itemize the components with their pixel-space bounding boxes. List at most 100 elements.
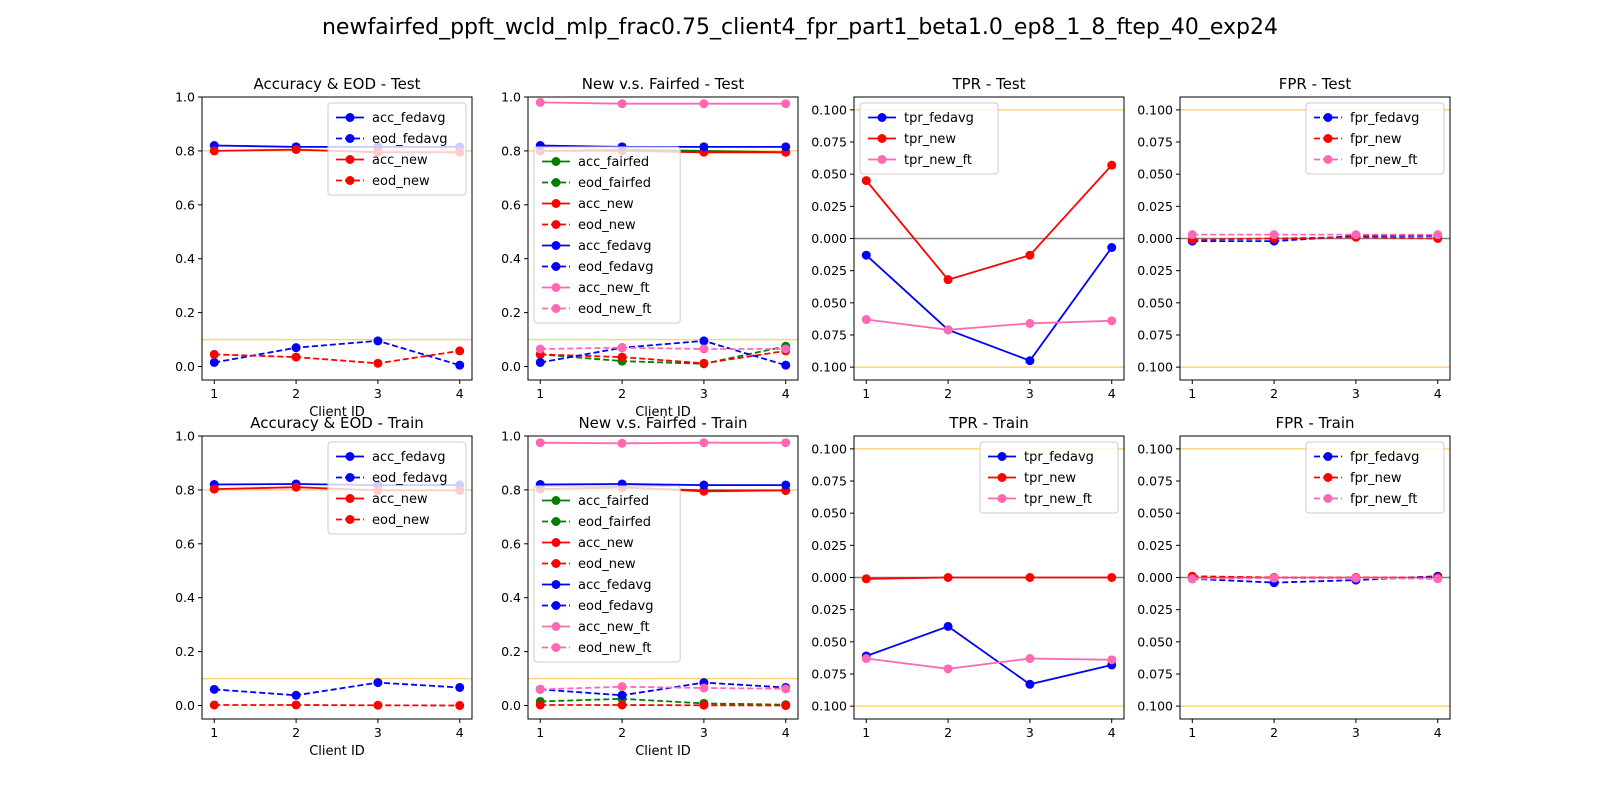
legend-entry-fpr_new: fpr_new <box>1350 132 1402 147</box>
x-tick-label: 3 <box>374 725 382 740</box>
legend-swatch-marker <box>1323 473 1333 482</box>
data-point <box>291 145 301 155</box>
y-tick-label: 0.025 <box>1137 602 1173 617</box>
series-line-acc_new_ft <box>540 441 786 445</box>
data-point <box>781 438 791 448</box>
data-point <box>943 325 953 335</box>
data-point <box>943 664 953 674</box>
y-tick-label: 0.050 <box>811 295 847 310</box>
y-tick-label: 0.075 <box>1137 327 1173 342</box>
x-axis-label: Client ID <box>635 744 691 759</box>
legend-entry-fpr_new: fpr_new <box>1350 471 1402 486</box>
data-point <box>1107 243 1117 253</box>
y-tick-label: 0.000 <box>811 231 847 246</box>
data-point <box>535 357 545 367</box>
legend-swatch-marker <box>551 601 561 610</box>
data-point <box>861 176 871 186</box>
series-line-fpr_new_ft <box>1192 577 1438 580</box>
data-point <box>373 700 383 710</box>
y-tick-label: 1.0 <box>175 429 195 444</box>
data-point <box>535 438 545 448</box>
legend-entry-tpr_new_ft: tpr_new_ft <box>1024 492 1092 507</box>
subplot-3: 1 2 3 4 0.100 0.075 0.050 0.025 0.000 0.025 0.050 0… <box>811 75 1125 401</box>
data-point <box>1351 573 1361 583</box>
y-tick-label: 0.0 <box>175 698 195 713</box>
data-point <box>535 684 545 694</box>
data-point <box>781 480 791 490</box>
legend-swatch-marker <box>551 538 561 547</box>
x-tick-label: 3 <box>1352 725 1360 740</box>
x-tick-label: 2 <box>1270 725 1278 740</box>
legend-entry-acc_fairfed: acc_fairfed <box>578 155 649 170</box>
legend-entry-eod_new: eod_new <box>578 218 636 233</box>
y-tick-label: 0.100 <box>1137 699 1173 714</box>
legend-entry-acc_new_ft: acc_new_ft <box>578 281 650 296</box>
data-point <box>1025 573 1035 582</box>
y-tick-label: 0.025 <box>1137 199 1173 214</box>
data-point <box>699 344 709 354</box>
y-tick-label: 0.025 <box>811 538 847 553</box>
legend-entry-fpr_new_ft: fpr_new_ft <box>1350 492 1418 507</box>
y-tick-label: 0.0 <box>175 359 195 374</box>
data-point <box>861 574 871 584</box>
legend-entry-acc_fairfed: acc_fairfed <box>578 494 649 509</box>
data-point <box>617 352 627 362</box>
subplot-title: New v.s. Fairfed - Test <box>582 75 745 93</box>
y-tick-label: 0.050 <box>811 167 847 182</box>
subplot-7: 1 2 3 4 0.100 0.075 0.050 0.025 0.000 0.025 0.050 0… <box>811 414 1125 740</box>
subplot-title: New v.s. Fairfed - Train <box>578 414 747 432</box>
data-point <box>1107 316 1117 326</box>
data-point <box>1187 230 1197 240</box>
y-tick-label: 0.050 <box>1137 167 1173 182</box>
legend-entry-acc_new: acc_new <box>578 197 634 212</box>
legend-box <box>1305 102 1445 175</box>
legend-entry-acc_fedavg: acc_fedavg <box>372 111 446 126</box>
legend-box <box>979 441 1119 514</box>
y-tick-label: 1.0 <box>175 90 195 105</box>
y-tick-label: 0.6 <box>501 536 521 551</box>
x-tick-label: 3 <box>1352 386 1360 401</box>
series-line-eod_new <box>214 704 460 707</box>
data-point <box>943 275 953 285</box>
data-point <box>699 683 709 693</box>
series-line-tpr_fedavg <box>865 246 1113 362</box>
data-point <box>699 336 709 346</box>
data-point <box>1025 250 1035 260</box>
legend-entry-tpr_new_ft: tpr_new_ft <box>904 153 972 168</box>
subplot-title: FPR - Test <box>1279 75 1352 93</box>
legend-entry-fpr_new_ft: fpr_new_ft <box>1350 153 1418 168</box>
x-tick-label: 3 <box>700 725 708 740</box>
y-tick-label: 0.6 <box>175 536 195 551</box>
data-point <box>699 142 709 152</box>
y-tick-label: 0.075 <box>811 474 847 489</box>
data-point <box>1107 573 1117 582</box>
data-point <box>943 573 953 582</box>
legend-box <box>327 102 467 196</box>
y-tick-label: 0.4 <box>501 590 521 605</box>
legend-entry-eod_fedavg: eod_fedavg <box>578 260 653 275</box>
y-tick-label: 0.2 <box>175 305 195 320</box>
data-point <box>209 684 219 694</box>
legend-swatch-marker <box>551 643 561 652</box>
data-point <box>699 700 709 710</box>
data-point <box>291 482 301 492</box>
data-point <box>617 343 627 353</box>
data-point <box>373 336 383 346</box>
axes-frame <box>527 435 799 720</box>
series-line-eod_fedavg <box>540 681 786 697</box>
data-point <box>209 357 219 367</box>
legend-entry-tpr_fedavg: tpr_fedavg <box>904 111 974 126</box>
legend-box <box>1305 441 1445 514</box>
y-tick-label: 0.6 <box>175 197 195 212</box>
legend: fpr_fedavg fpr_new fpr_new_ft <box>1305 102 1445 175</box>
data-point <box>535 97 545 107</box>
data-point <box>1433 230 1443 240</box>
data-point <box>617 99 627 109</box>
legend: acc_fairfed eod_fairfed acc_new eod_new acc_… <box>533 485 681 663</box>
data-point <box>699 486 709 496</box>
y-tick-label: 0.4 <box>501 251 521 266</box>
legend-entry-fpr_fedavg: fpr_fedavg <box>1350 450 1419 465</box>
legend-swatch-marker <box>551 283 561 292</box>
subplot-title: FPR - Train <box>1275 414 1354 432</box>
legend-entry-eod_fedavg: eod_fedavg <box>372 471 447 486</box>
